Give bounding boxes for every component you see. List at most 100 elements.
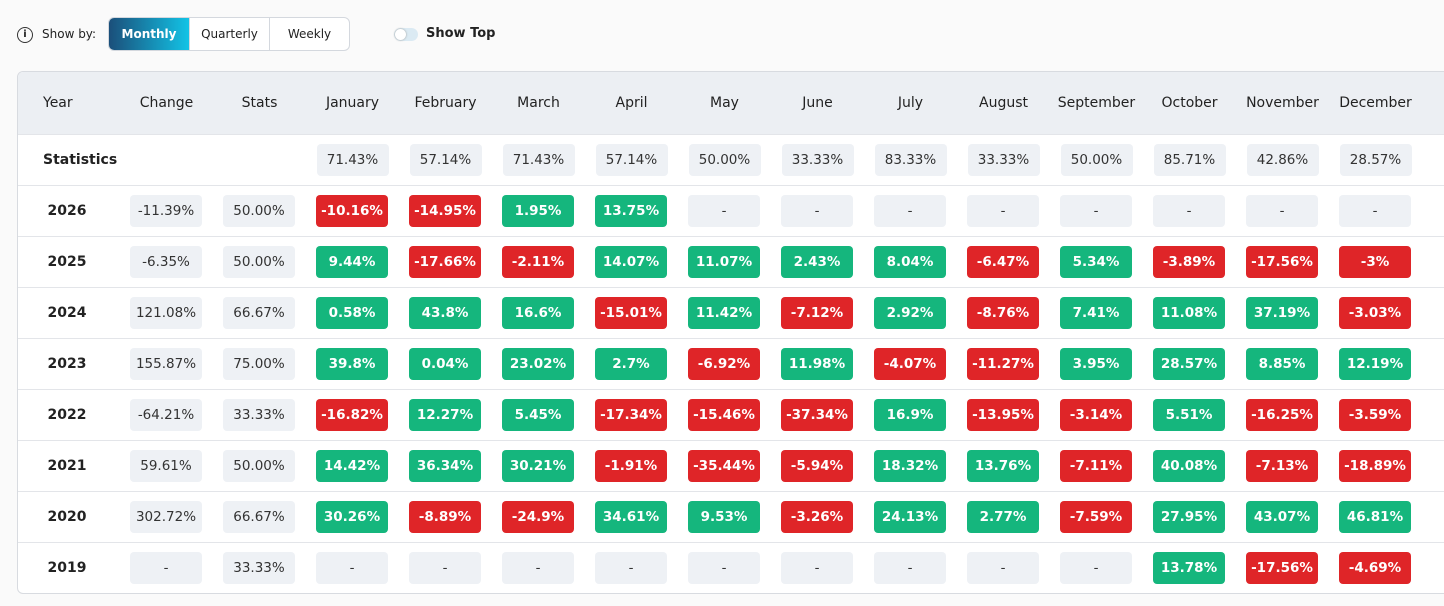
value-pill: 43.8% [409, 297, 481, 329]
toggle[interactable] [394, 28, 418, 41]
value-pill: 16.6% [502, 297, 574, 329]
value-pill: 33.33% [223, 399, 295, 431]
year-row: 2026 -11.39% 50.00% -10.16% -14.95% 1.95% 13.7… [18, 186, 1444, 237]
header-row: Year Change Stats January February March April… [18, 72, 1444, 135]
year: 2023 [47, 356, 87, 372]
toggle-label: Show Top [426, 26, 496, 41]
value-pill: 13.76% [967, 450, 1039, 482]
value-pill: -7.59% [1060, 501, 1132, 533]
view-option[interactable]: Quarterly [189, 18, 269, 50]
value-pill: 30.26% [316, 501, 388, 533]
view-option[interactable]: Monthly [109, 18, 189, 50]
value-pill: 11.98% [781, 348, 853, 380]
value-pill: 12.27% [409, 399, 481, 431]
value-pill: -7.11% [1060, 450, 1132, 482]
stat-pill: 50.00% [1060, 144, 1133, 176]
value-pill: 9.44% [316, 246, 388, 278]
value-pill: -3.59% [1339, 399, 1411, 431]
value-pill: - [1153, 195, 1225, 227]
value-pill: -37.34% [781, 399, 853, 431]
value-pill: - [1339, 195, 1411, 227]
value-pill: -6.47% [967, 246, 1039, 278]
info-icon: i [17, 27, 33, 43]
value-pill: 39.8% [316, 348, 388, 380]
value-pill: - [874, 195, 946, 227]
value-pill: -3.26% [781, 501, 853, 533]
value-pill: 2.43% [781, 246, 853, 278]
value-pill: -35.44% [688, 450, 760, 482]
value-pill: 34.61% [595, 501, 667, 533]
value-pill: -17.34% [595, 399, 667, 431]
statistics-row: Statistics 71.43% 57.14% 71.43% 57.14% 50.00%… [18, 135, 1444, 186]
value-pill: - [781, 195, 853, 227]
value-pill: 46.81% [1339, 501, 1411, 533]
stat-pill: 57.14% [409, 144, 482, 176]
value-pill: 36.34% [409, 450, 481, 482]
value-pill: 5.51% [1153, 399, 1225, 431]
year: 2024 [47, 305, 87, 321]
value-pill: -3% [1339, 246, 1411, 278]
value-pill: -6.92% [688, 348, 760, 380]
year: 2019 [47, 560, 87, 576]
value-pill: 12.19% [1339, 348, 1411, 380]
value-pill: -16.82% [316, 399, 388, 431]
column-header: March [517, 95, 560, 111]
stat-pill: 28.57% [1339, 144, 1412, 176]
column-header: January [325, 95, 380, 111]
value-pill: -3.14% [1060, 399, 1132, 431]
value-pill: -17.66% [409, 246, 481, 278]
value-pill: -11.39% [130, 195, 202, 227]
value-pill: 23.02% [502, 348, 574, 380]
view-option[interactable]: Weekly [269, 18, 349, 50]
column-header: May [710, 95, 739, 111]
column-header: April [615, 95, 648, 111]
value-pill: -2.11% [502, 246, 574, 278]
value-pill: -5.94% [781, 450, 853, 482]
year: 2026 [47, 203, 87, 219]
value-pill: - [1246, 195, 1318, 227]
value-pill: 8.85% [1246, 348, 1318, 380]
value-pill: 50.00% [223, 246, 295, 278]
value-pill: - [1060, 195, 1132, 227]
value-pill: 59.61% [130, 450, 202, 482]
column-header: October [1161, 95, 1218, 111]
value-pill: 302.72% [130, 501, 202, 533]
value-pill: 1.95% [502, 195, 574, 227]
column-header: August [979, 95, 1028, 111]
column-header: September [1057, 95, 1136, 111]
value-pill: 28.57% [1153, 348, 1225, 380]
stat-pill: 33.33% [967, 144, 1040, 176]
year-row: 2023 155.87% 75.00% 39.8% 0.04% 23.02% 2.7% -6.… [18, 339, 1444, 390]
value-pill: -10.16% [316, 195, 388, 227]
value-pill: 7.41% [1060, 297, 1132, 329]
year: 2020 [47, 509, 87, 525]
value-pill: 30.21% [502, 450, 574, 482]
value-pill: - [967, 195, 1039, 227]
value-pill: -15.01% [595, 297, 667, 329]
value-pill: -11.27% [967, 348, 1039, 380]
value-pill: -15.46% [688, 399, 760, 431]
year-row: 2025 -6.35% 50.00% 9.44% -17.66% -2.11% 14.07%… [18, 237, 1444, 288]
year-row: 2021 59.61% 50.00% 14.42% 36.34% 30.21% -1.91%… [18, 441, 1444, 492]
value-pill: -6.35% [130, 246, 202, 278]
value-pill: - [502, 552, 574, 584]
year-row: 2022 -64.21% 33.33% -16.82% 12.27% 5.45% -17.3… [18, 390, 1444, 441]
value-pill: 24.13% [874, 501, 946, 533]
value-pill: 14.42% [316, 450, 388, 482]
row-label: Statistics [43, 152, 118, 168]
value-pill: -13.95% [967, 399, 1039, 431]
table: Year Change Stats January February March April… [17, 71, 1444, 594]
stat-pill: 50.00% [688, 144, 761, 176]
value-pill: -4.07% [874, 348, 946, 380]
value-pill: 13.78% [1153, 552, 1225, 584]
value-pill: - [688, 195, 760, 227]
value-pill: 33.33% [223, 552, 295, 584]
value-pill: - [409, 552, 481, 584]
column-header: June [802, 95, 833, 111]
value-pill: - [130, 552, 202, 584]
column-header: December [1339, 95, 1412, 111]
value-pill: - [595, 552, 667, 584]
value-pill: 11.08% [1153, 297, 1225, 329]
column-header: Stats [241, 95, 278, 111]
stat-pill: 33.33% [781, 144, 854, 176]
